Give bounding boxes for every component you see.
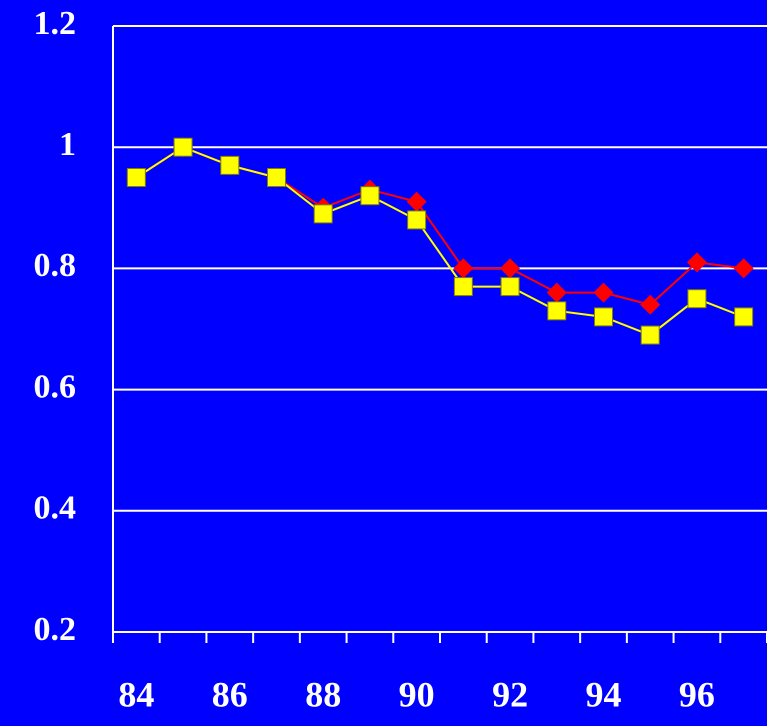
marker [407,210,427,230]
x-tick-label: 84 [118,674,154,714]
marker [453,277,473,297]
marker [594,307,613,327]
marker [734,307,754,327]
y-tick-label: 1.2 [34,5,77,42]
y-tick-label: 0.6 [34,368,77,405]
y-tick-label: 0.8 [34,247,77,284]
y-tick-label: 1 [59,126,76,163]
x-tick-label: 88 [305,674,341,714]
marker [733,258,754,279]
marker [500,258,521,279]
marker [126,168,146,187]
marker [220,155,240,175]
marker [640,294,661,315]
x-tick-label: 86 [212,674,248,714]
x-tick-label: 92 [492,674,528,714]
marker [313,204,333,224]
marker [453,258,474,279]
marker [267,168,286,187]
y-tick-label: 0.2 [34,611,77,648]
marker [687,289,707,309]
y-tick-label: 0.4 [34,490,77,527]
marker [360,186,380,206]
marker [640,325,660,345]
marker [547,301,567,321]
marker [406,191,427,212]
marker [593,282,614,303]
x-tick-label: 94 [586,674,622,714]
marker [500,277,520,297]
marker [546,282,567,303]
marker [686,252,707,273]
x-tick-label: 90 [399,674,435,714]
marker [173,137,193,157]
x-tick-label: 96 [679,674,715,714]
